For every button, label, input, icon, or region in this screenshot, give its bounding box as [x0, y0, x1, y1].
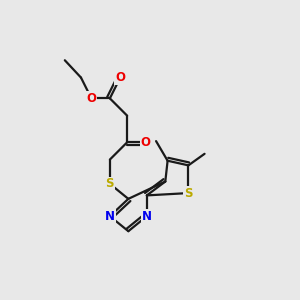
Text: O: O — [115, 71, 125, 84]
Text: N: N — [142, 210, 152, 223]
Text: S: S — [184, 187, 193, 200]
Text: S: S — [106, 177, 114, 190]
Text: O: O — [86, 92, 96, 105]
Text: N: N — [105, 210, 115, 223]
Text: O: O — [141, 136, 151, 149]
